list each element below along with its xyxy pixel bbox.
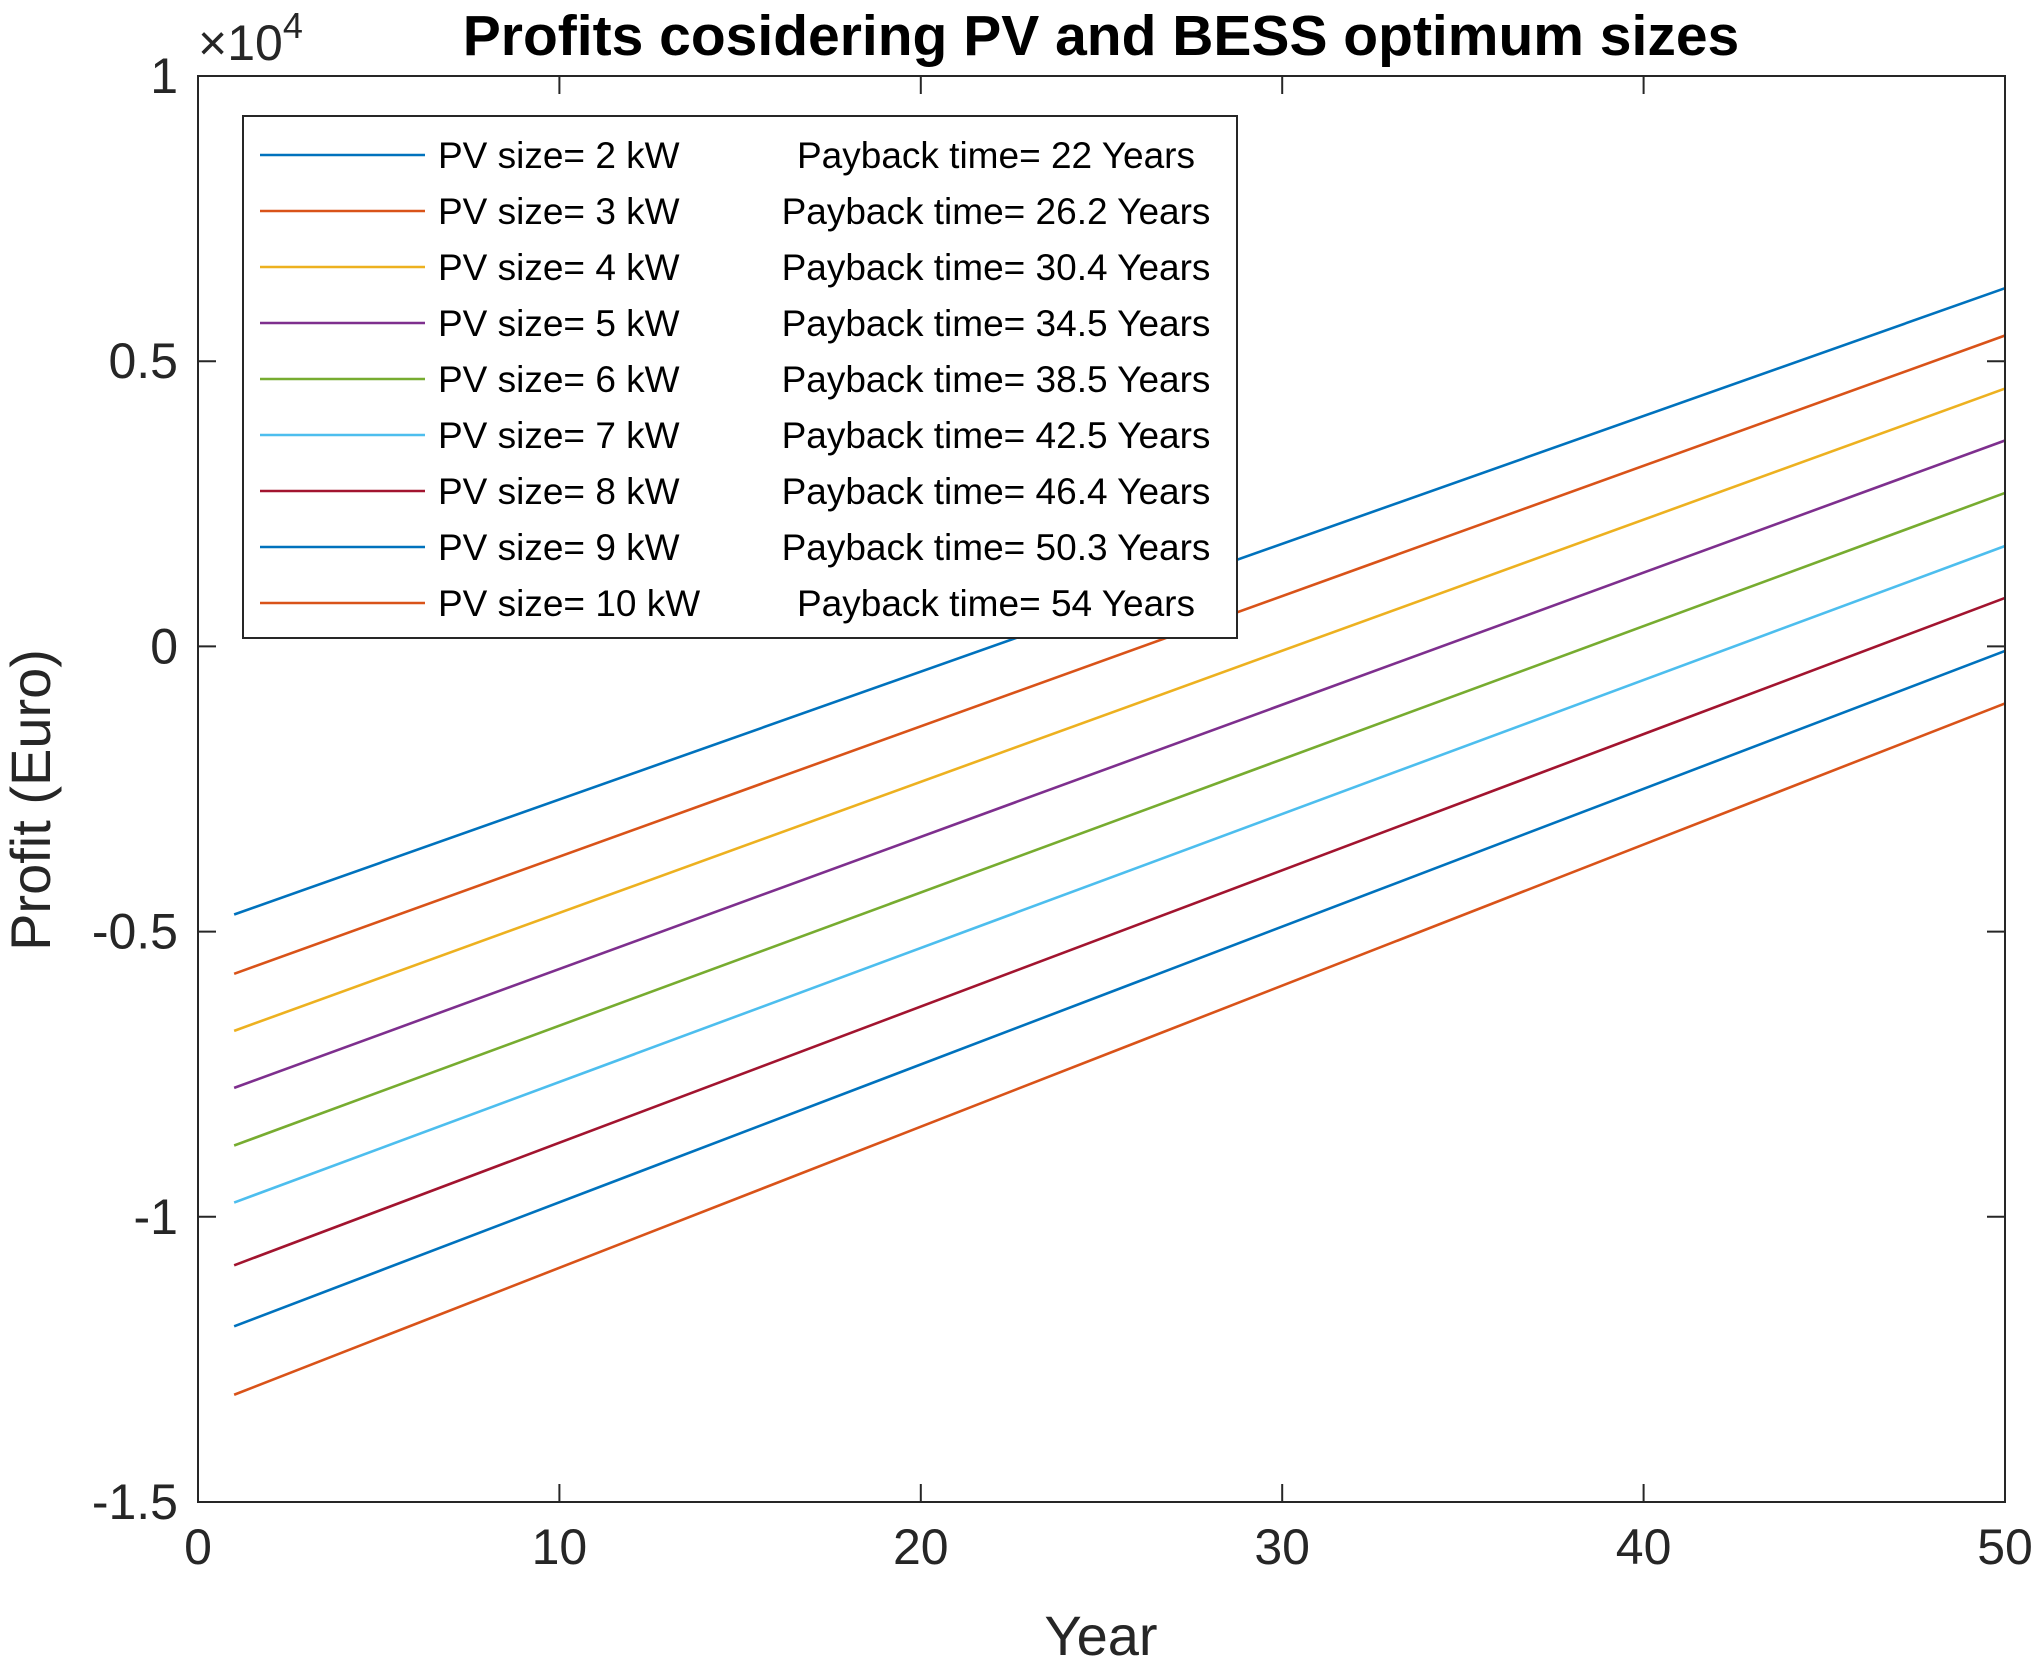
y-axis-label: Profit (Euro) [0,649,62,951]
series-line-9 [233,702,2006,1396]
x-tick-label: 40 [1616,1519,1672,1575]
series-line-7 [233,596,2006,1267]
legend-payback-time: Payback time= 38.5 Years [782,359,1211,400]
legend-series-name: PV size= 2 kW [438,135,680,176]
series-line-5 [233,491,2006,1147]
series-line-4 [233,439,2006,1090]
x-axis-label: Year [1044,1604,1157,1662]
legend-payback-time: Payback time= 26.2 Years [782,191,1211,232]
legend-payback-time: Payback time= 22 Years [797,135,1195,176]
y-exponent-label: ×104 [198,5,303,71]
x-tick-label: 20 [893,1519,949,1575]
legend-payback-time: Payback time= 50.3 Years [782,527,1211,568]
y-tick-label: 0.5 [108,333,178,389]
series-line-3 [233,387,2006,1033]
legend-series-name: PV size= 9 kW [438,527,680,568]
legend-series-name: PV size= 7 kW [438,415,680,456]
series-line-8 [233,649,2006,1328]
y-exponent-base: ×10 [198,15,283,71]
legend-series-name: PV size= 8 kW [438,471,680,512]
legend-series-name: PV size= 6 kW [438,359,680,400]
y-tick-label: 1 [150,48,178,104]
x-tick-label: 0 [184,1519,212,1575]
legend-payback-time: Payback time= 42.5 Years [782,415,1211,456]
axes-layer [197,75,2006,1503]
y-tick-label: -1 [134,1189,178,1245]
legend-payback-time: Payback time= 34.5 Years [782,303,1211,344]
x-tick-label: 50 [1977,1519,2033,1575]
x-tick-label: 30 [1254,1519,1310,1575]
legend-payback-time: Payback time= 30.4 Years [782,247,1211,288]
legend-payback-time: Payback time= 46.4 Years [782,471,1211,512]
plot-frame [197,75,2006,1503]
y-tick-label: 0 [150,618,178,674]
legend-series-name: PV size= 4 kW [438,247,680,288]
legend-series-name: PV size= 5 kW [438,303,680,344]
series-line-6 [233,544,2006,1204]
series-layer [233,286,2006,1396]
legend-box [242,115,1238,639]
series-line-2 [233,334,2006,976]
ticks-layer: 0 10 20 30 40 50 -1.5 -1 -0.5 0 0.5 1 [92,48,2033,1575]
chart-title: Profits cosidering PV and BESS optimum s… [463,4,1739,68]
legend-series-name: PV size= 3 kW [438,191,680,232]
y-exponent-power: 4 [283,5,303,46]
legend-payback-time: Payback time= 54 Years [797,583,1195,624]
legend-series-name: PV size= 10 kW [438,583,700,624]
y-tick-label: -0.5 [92,904,178,960]
legend: PV size= 2 kW Payback time= 22 Years PV si… [242,115,1238,639]
x-tick-label: 10 [532,1519,588,1575]
y-tick-label: -1.5 [92,1474,178,1530]
